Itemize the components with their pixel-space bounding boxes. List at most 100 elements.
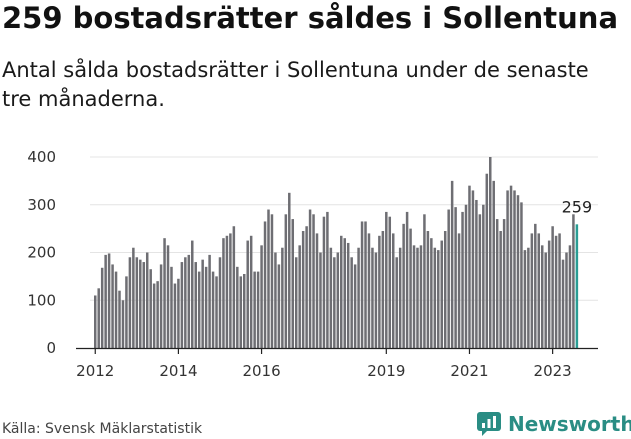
bar (364, 221, 367, 348)
bar (544, 252, 547, 348)
bar (132, 247, 135, 348)
bar (547, 240, 551, 348)
bar (149, 269, 152, 348)
bar (260, 245, 263, 348)
bar (256, 271, 260, 348)
bar (329, 247, 333, 348)
bar (100, 267, 104, 348)
bar (398, 247, 402, 348)
bar (385, 211, 388, 348)
bars (94, 157, 579, 348)
bar (391, 233, 395, 348)
chart-title: 259 bostadsrätter såldes i Sollentuna (2, 1, 619, 35)
bar (184, 257, 187, 348)
bar (409, 228, 412, 348)
bar (274, 252, 277, 348)
bar (381, 231, 385, 348)
y-tick-label: 200 (27, 244, 56, 262)
bar (551, 226, 554, 348)
bar (121, 300, 125, 348)
bar (540, 245, 544, 348)
x-tick-label: 2012 (76, 362, 114, 380)
bar (437, 250, 440, 348)
bar (281, 247, 284, 348)
bar (249, 235, 253, 348)
bar (288, 192, 291, 348)
bar (340, 235, 343, 348)
bar (225, 235, 229, 348)
bar (187, 254, 191, 348)
bar (558, 233, 561, 348)
bar (312, 214, 315, 348)
bar (433, 247, 437, 348)
bar (534, 223, 537, 348)
bar (513, 190, 516, 348)
bar (118, 290, 121, 348)
bar (405, 211, 409, 348)
bar (294, 257, 298, 348)
bar (527, 247, 530, 348)
bar (308, 209, 312, 348)
bar (572, 214, 575, 348)
bar (107, 253, 111, 348)
bar (222, 238, 225, 348)
bar (152, 283, 156, 348)
y-tick-label: 0 (46, 339, 56, 357)
bar (270, 214, 274, 348)
bar (263, 221, 267, 348)
bar (478, 214, 482, 348)
brand-logo[interactable]: Newsworthy (476, 409, 631, 439)
bar (239, 276, 243, 348)
bar (180, 262, 184, 348)
bar (215, 276, 218, 348)
bar (211, 271, 215, 348)
bar (194, 262, 197, 348)
bar-highlight (575, 224, 579, 348)
bar (343, 238, 346, 348)
bar (291, 219, 295, 348)
bar (326, 211, 329, 348)
y-tick-label: 400 (27, 148, 56, 166)
bar (416, 247, 419, 348)
bar (443, 231, 447, 348)
x-tick-label: 2019 (367, 362, 405, 380)
bar (367, 233, 371, 348)
bar (388, 216, 392, 348)
brand-name: Newsworthy (508, 412, 631, 436)
bar (208, 254, 211, 348)
x-tick-label: 2023 (534, 362, 572, 380)
x-tick-label: 2021 (450, 362, 488, 380)
bar (509, 185, 513, 348)
bar (156, 281, 159, 348)
bar (301, 231, 305, 348)
bar (177, 278, 180, 348)
bar (346, 242, 350, 348)
bar (471, 190, 475, 348)
bar (267, 209, 270, 348)
bar (523, 250, 527, 348)
bar (242, 273, 246, 348)
bar (173, 283, 177, 348)
bar (204, 266, 208, 348)
bar (568, 245, 572, 348)
y-tick-label: 100 (27, 291, 56, 309)
bar (461, 211, 464, 348)
y-tick-label: 300 (27, 196, 56, 214)
x-axis: 2012 2014 2016 2019 2021 2023 (76, 347, 598, 380)
data-label-last: 259 (562, 197, 593, 216)
bar (319, 252, 322, 348)
bar (298, 245, 301, 348)
bar (135, 257, 139, 348)
bar (430, 238, 433, 348)
bar (475, 199, 478, 348)
bar (236, 266, 239, 348)
bar (395, 257, 398, 348)
bar (492, 180, 495, 348)
x-tick-label: 2016 (242, 362, 280, 380)
bar-chart: 0 100 200 300 400 2012 2014 2016 2019 2021 2023 2… (27, 148, 598, 380)
y-axis-ticks: 0 100 200 300 400 (27, 148, 56, 357)
bar (482, 204, 485, 348)
bar (371, 247, 374, 348)
bar (502, 219, 506, 348)
bar (454, 207, 457, 348)
